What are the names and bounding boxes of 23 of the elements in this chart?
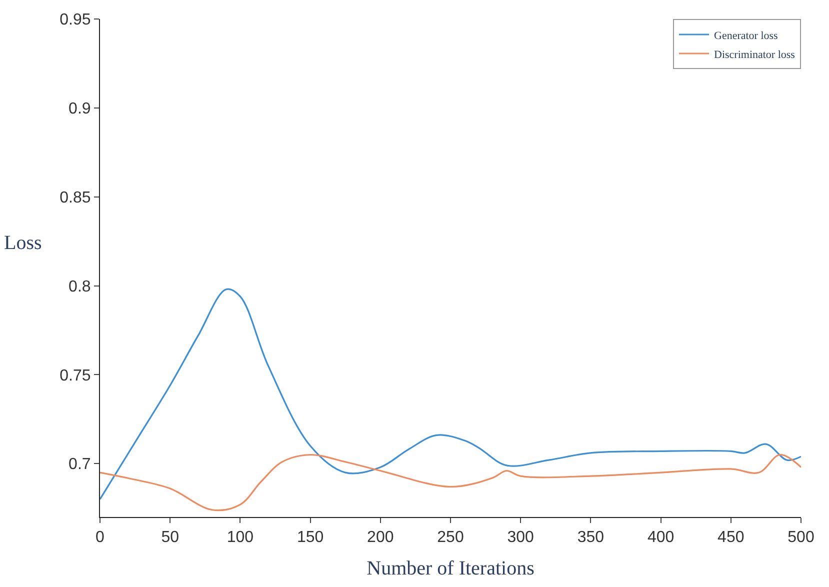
line-series xyxy=(100,288,801,500)
x-tick-label: 300 xyxy=(507,529,534,546)
x-tick-label: 250 xyxy=(437,529,464,546)
x-tick-label: 350 xyxy=(577,529,604,546)
x-tick-label: 0 xyxy=(96,529,105,546)
x-tick-label: 500 xyxy=(788,529,814,546)
x-tick-label: 150 xyxy=(296,529,324,546)
y-tick-label: 0.9 xyxy=(68,100,91,118)
legend-label: Discriminator loss xyxy=(714,48,795,61)
x-tick-label: 100 xyxy=(226,529,254,546)
x-tick-label: 50 xyxy=(161,529,180,546)
y-tick-label: 0.7 xyxy=(68,456,91,474)
x-tick-label: 400 xyxy=(647,529,674,546)
y-tick-label: 0.75 xyxy=(60,367,91,384)
y-tick-label: 0.95 xyxy=(60,12,91,29)
x-tick-label: 450 xyxy=(718,529,744,546)
line-series xyxy=(100,454,801,512)
y-axis-title: Loss xyxy=(4,232,42,254)
y-tick-label: 0.85 xyxy=(60,189,91,206)
x-axis-title: Number of Iterations xyxy=(366,558,535,580)
legend-label: Generator loss xyxy=(714,30,778,42)
y-tick-label: 0.8 xyxy=(68,278,91,296)
x-tick-label: 200 xyxy=(367,529,394,546)
